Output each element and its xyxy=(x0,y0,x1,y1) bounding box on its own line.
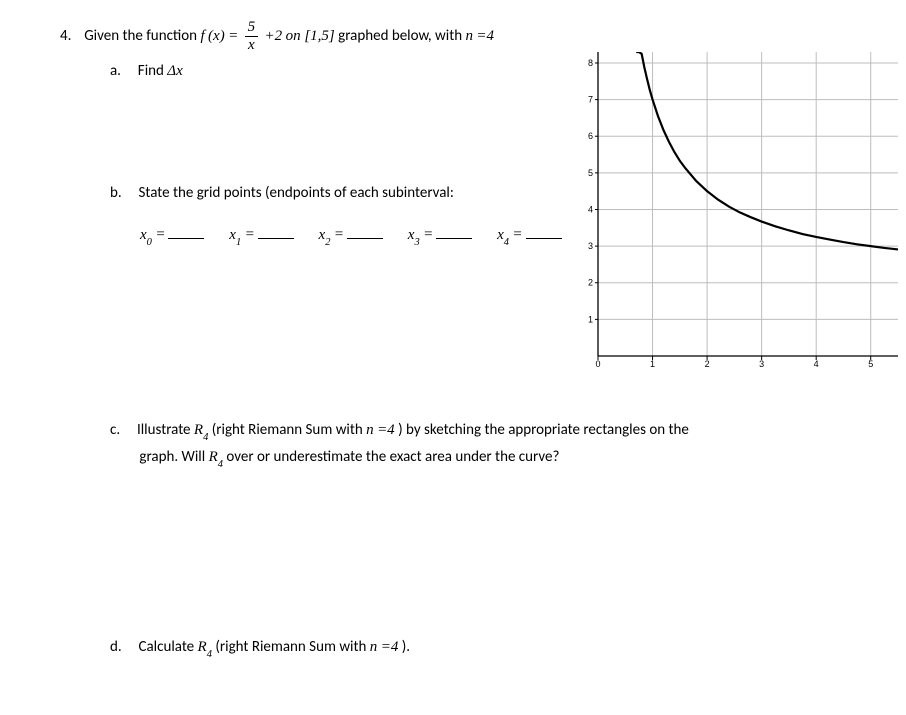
blank-1 xyxy=(258,224,294,239)
svg-text:0: 0 xyxy=(595,359,600,369)
grid-points-row: x0 = x1 = x2 = x3 = x4 = xyxy=(140,224,562,246)
svg-text:1: 1 xyxy=(588,314,593,324)
f: f xyxy=(200,28,204,44)
eq4-c: =4 xyxy=(377,422,395,438)
svg-text:1: 1 xyxy=(650,359,655,369)
x3: x3 xyxy=(408,227,420,243)
svg-text:8: 8 xyxy=(588,58,593,68)
close-paren: ) xyxy=(220,28,225,44)
part-a-letter: a. xyxy=(110,62,121,80)
eq4-d: =4 xyxy=(381,639,399,655)
part-c-text4: graph. Will xyxy=(139,448,208,466)
equals-four: =4 xyxy=(476,28,494,44)
part-c: c. Illustrate R4 (right Riemann Sum with… xyxy=(110,418,830,472)
part-c-text3: ) by sketching the appropriate rectangle… xyxy=(398,421,689,439)
fraction-den: x xyxy=(245,37,259,53)
x1: x1 xyxy=(229,227,241,243)
svg-text:3: 3 xyxy=(759,359,764,369)
svg-text:3: 3 xyxy=(588,241,593,251)
chart-container: 0 1 2 3 4 5 1 2 3 4 5 6 7 8 xyxy=(578,52,898,377)
problem-number: 4. xyxy=(60,27,71,45)
delta-x: x xyxy=(176,63,183,79)
svg-text:4: 4 xyxy=(814,359,819,369)
svg-text:2: 2 xyxy=(588,278,593,288)
part-b-text: State the grid points (endpoints of each… xyxy=(138,184,453,202)
part-d: d. Calculate R4 (right Riemann Sum with … xyxy=(110,638,410,658)
part-c-text2: (right Riemann Sum with xyxy=(212,421,366,439)
part-d-text1: Calculate xyxy=(138,638,197,656)
delta: Δ xyxy=(167,63,176,79)
x2: x2 xyxy=(319,227,331,243)
x4: x4 xyxy=(497,227,509,243)
blank-4 xyxy=(526,224,562,239)
n-c: n xyxy=(366,422,374,438)
equals: = xyxy=(228,28,238,44)
part-d-text3: ). xyxy=(402,638,410,656)
page: 4. Given the function f (x) = 5 x +2 on … xyxy=(0,0,906,715)
R4-c: R4 xyxy=(194,422,208,438)
part-a: a. Find Δx xyxy=(110,62,183,80)
part-a-text: Find xyxy=(138,62,168,80)
n-var: n xyxy=(466,28,474,44)
fraction: 5 x xyxy=(245,20,259,53)
svg-text:4: 4 xyxy=(588,204,593,214)
part-b: b. State the grid points (endpoints of e… xyxy=(110,184,454,202)
part-c-letter: c. xyxy=(110,421,120,439)
svg-text:7: 7 xyxy=(588,95,593,105)
part-b-letter: b. xyxy=(110,184,122,202)
function-graph: 0 1 2 3 4 5 1 2 3 4 5 6 7 8 xyxy=(578,52,898,372)
fraction-num: 5 xyxy=(245,20,259,37)
n-d: n xyxy=(370,639,378,655)
svg-text:6: 6 xyxy=(588,131,593,141)
part-c-text5: over or underestimate the exact area und… xyxy=(226,448,559,466)
svg-text:2: 2 xyxy=(705,359,710,369)
svg-text:5: 5 xyxy=(588,168,593,178)
R4-c2: R4 xyxy=(209,449,223,465)
part-c-text1: Illustrate xyxy=(137,421,194,439)
problem-statement: 4. Given the function f (x) = 5 x +2 on … xyxy=(60,20,880,53)
blank-0 xyxy=(168,224,204,239)
R4-d: R4 xyxy=(198,639,212,655)
on-text: on xyxy=(286,28,305,44)
blank-2 xyxy=(347,224,383,239)
plus-two: +2 xyxy=(265,28,283,44)
svg-text:5: 5 xyxy=(868,359,873,369)
blank-3 xyxy=(436,224,472,239)
x-var: x xyxy=(213,28,220,44)
interval: [1,5] xyxy=(304,28,334,44)
graphed-text: graphed below, with xyxy=(338,27,465,45)
x0: x0 xyxy=(140,227,152,243)
part-d-letter: d. xyxy=(110,638,122,656)
lead-text: Given the function xyxy=(84,27,200,45)
part-d-text2: (right Riemann Sum with xyxy=(215,638,369,656)
